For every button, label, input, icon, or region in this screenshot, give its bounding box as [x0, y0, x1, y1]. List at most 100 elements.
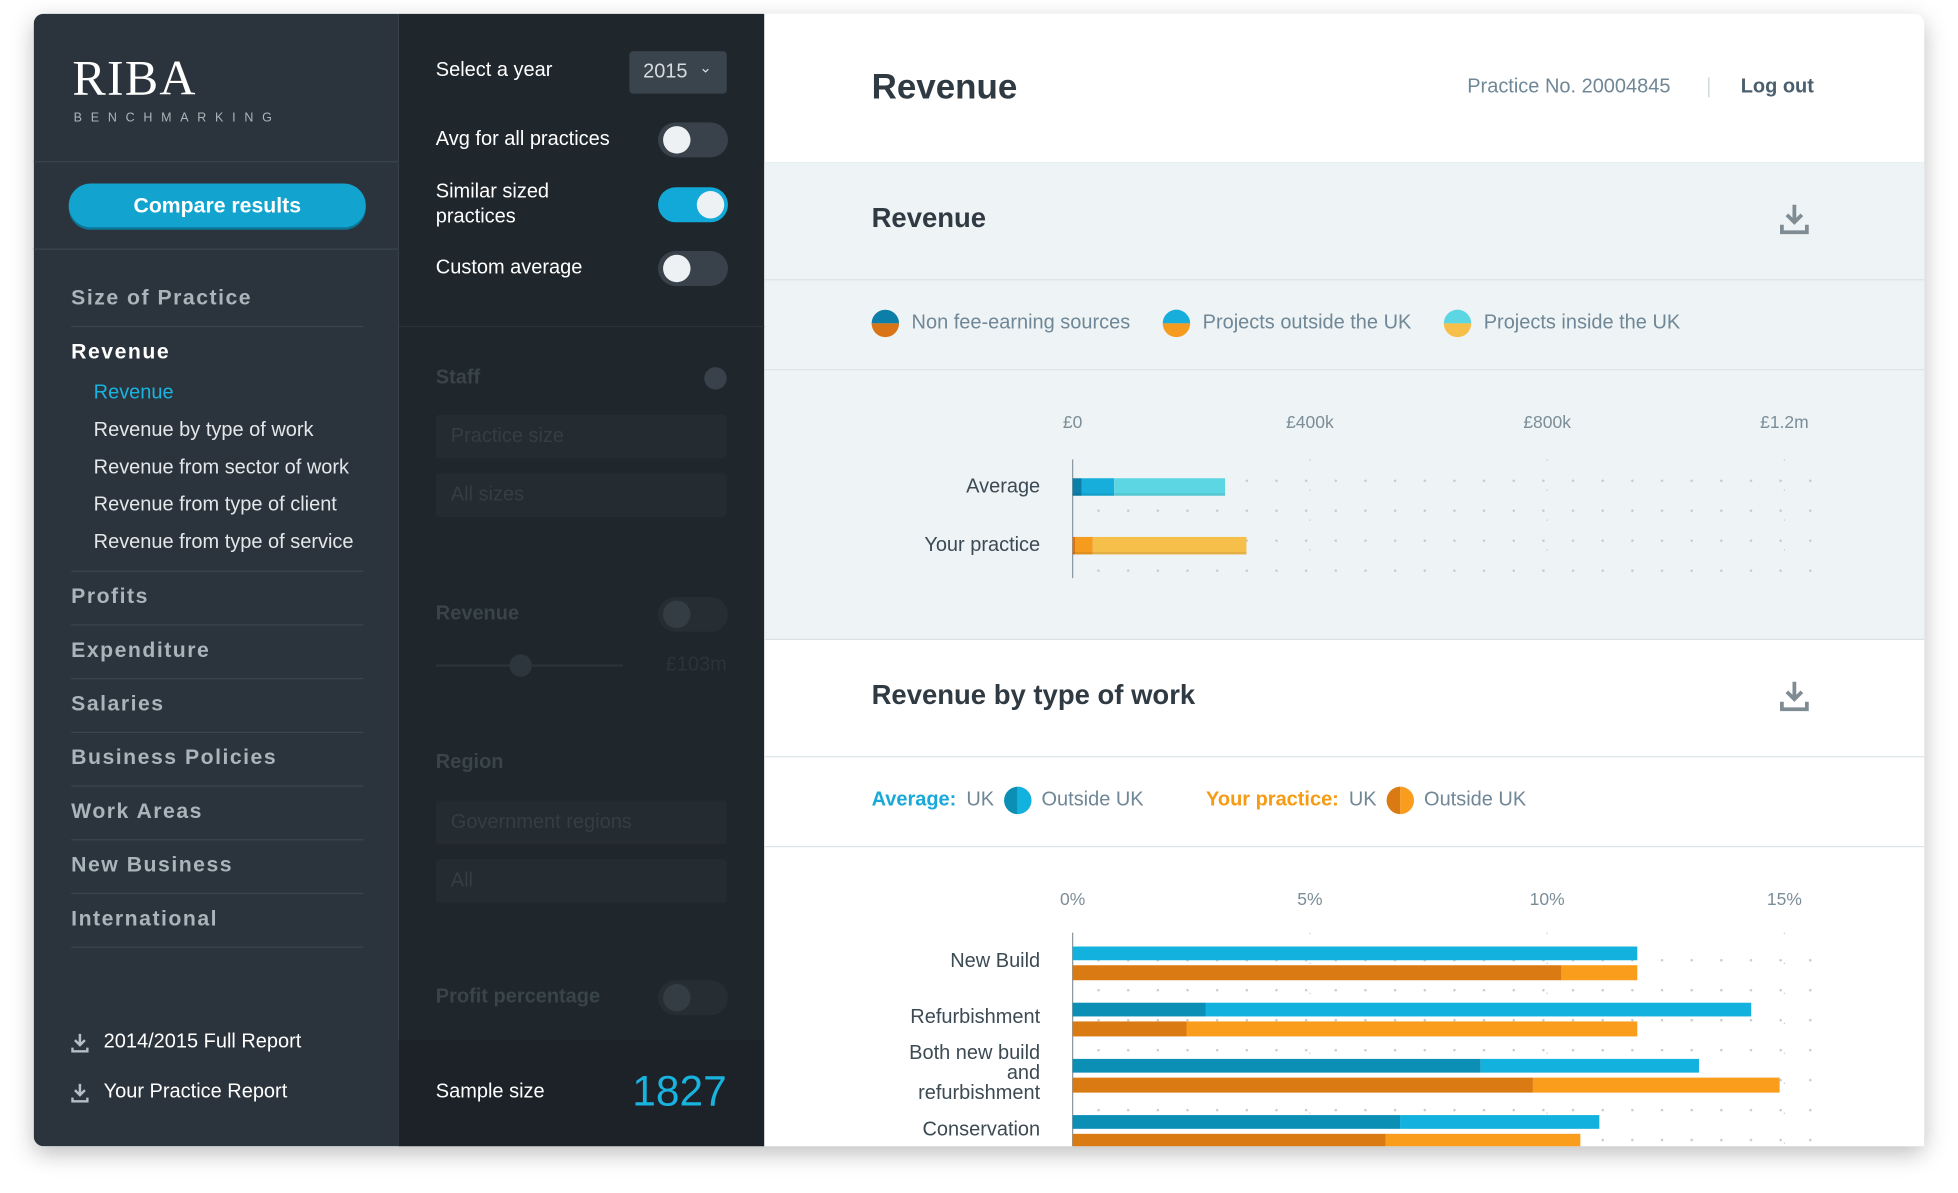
- bar-segment: [1072, 1133, 1386, 1147]
- divider: [71, 570, 364, 572]
- bar-segment: [1186, 1021, 1638, 1037]
- bar-segment: [1072, 965, 1562, 981]
- chart-title: Revenue: [872, 202, 987, 233]
- nav-item[interactable]: Revenue: [93, 382, 174, 404]
- bar-segment: [1081, 478, 1115, 496]
- toggle-knob: [663, 126, 691, 154]
- bar-segment: [1385, 1133, 1581, 1147]
- logo: RIBA: [72, 49, 197, 106]
- download-icon[interactable]: [71, 1083, 89, 1103]
- divider: [71, 678, 364, 680]
- nav-section[interactable]: Work Areas: [71, 799, 203, 823]
- year-value[interactable]: 2015: [643, 61, 688, 83]
- grid-dots: [1072, 459, 1814, 579]
- nav-item[interactable]: Revenue from sector of work: [93, 457, 350, 479]
- category-label: Both new build and refurbishment: [909, 1042, 1040, 1104]
- toggle: [658, 596, 728, 632]
- nav-item[interactable]: Revenue from type of client: [93, 494, 337, 516]
- toggle[interactable]: [658, 187, 728, 223]
- bar-segment: [1072, 1077, 1533, 1093]
- divider: [33, 248, 399, 250]
- toggle[interactable]: [658, 122, 728, 158]
- legend-label: UK: [1349, 789, 1377, 811]
- bar-segment: [1480, 1058, 1699, 1073]
- nav-section[interactable]: Profits: [71, 584, 149, 609]
- nav-section[interactable]: Expenditure: [71, 638, 211, 662]
- divider: [71, 624, 364, 626]
- legend-group: Average:: [872, 789, 957, 811]
- legend-icon: [1017, 786, 1032, 815]
- legend-label: Projects outside the UK: [1203, 312, 1412, 334]
- nav-section[interactable]: Size of Practice: [71, 285, 253, 310]
- bar-segment: [1072, 946, 1638, 961]
- info-icon: [704, 367, 727, 390]
- nav-section[interactable]: Revenue: [71, 339, 171, 364]
- nav-section[interactable]: International: [71, 906, 219, 931]
- divider: [71, 892, 364, 895]
- divider: [71, 946, 364, 948]
- x-tick-label: 0%: [1060, 889, 1085, 909]
- bar-segment: [1072, 536, 1076, 555]
- bar-shade: [1072, 493, 1226, 496]
- logout-link[interactable]: Log out: [1740, 76, 1814, 98]
- select-value: All: [450, 870, 473, 892]
- toggle-knob: [663, 983, 691, 1012]
- legend-group: Your practice:: [1206, 789, 1339, 811]
- legend-label: Outside UK: [1424, 789, 1527, 811]
- legend-icon: [1443, 323, 1472, 338]
- select: Government regions: [435, 800, 727, 845]
- toggle: [658, 980, 728, 1016]
- bar-segment: [1114, 478, 1226, 496]
- slider-value: £103m: [665, 654, 727, 676]
- nav-section[interactable]: Business Policies: [71, 745, 278, 770]
- icon: [71, 1083, 89, 1103]
- chevron: ⌄: [699, 58, 712, 77]
- category-label: Refurbishment: [910, 1006, 1040, 1028]
- legend-icon: [871, 323, 900, 338]
- download-link[interactable]: 2014/2015 Full Report: [103, 1031, 302, 1053]
- main-content: Revenue Non fee-earning sources Projects o…: [764, 162, 1925, 1147]
- nav-section[interactable]: Salaries: [71, 691, 165, 716]
- select-value: All sizes: [450, 484, 525, 506]
- download-icon[interactable]: [1780, 681, 1809, 712]
- bar-segment: [1205, 1002, 1752, 1017]
- legend-label: UK: [966, 789, 994, 811]
- slider-knob: [509, 654, 532, 677]
- sample-size: 1827: [632, 1068, 727, 1116]
- separator: [1708, 77, 1710, 98]
- download-icon[interactable]: [1780, 204, 1809, 235]
- bar-segment: [1075, 536, 1093, 555]
- download-link[interactable]: Your Practice Report: [103, 1081, 288, 1103]
- toggle-knob: [663, 254, 691, 283]
- filter-label: Staff: [435, 367, 481, 389]
- legend-label: Non fee-earning sources: [912, 312, 1131, 334]
- filter-label: Region: [435, 751, 504, 773]
- category-label: Your practice: [924, 534, 1040, 556]
- year-label: Select a year: [435, 59, 553, 82]
- toggle[interactable]: [658, 250, 728, 286]
- select-value: Practice size: [450, 425, 565, 448]
- toggle-knob: [696, 191, 725, 219]
- logo-subtitle: BENCHMARKING: [73, 111, 281, 126]
- bar-segment: [1072, 478, 1082, 496]
- legend-icon: [1443, 309, 1472, 324]
- bar-segment: [1532, 1077, 1780, 1093]
- nav-item[interactable]: Revenue by type of work: [93, 419, 314, 441]
- legend-icon: [1386, 786, 1401, 815]
- compare-button-label[interactable]: Compare results: [133, 192, 302, 217]
- year-select[interactable]: 2015 ⌄: [629, 51, 727, 94]
- x-tick-label: £1.2m: [1760, 412, 1809, 432]
- select: All sizes: [435, 473, 727, 517]
- bar-segment: [1072, 1115, 1401, 1129]
- legend-label: Projects inside the UK: [1484, 312, 1681, 334]
- select: Practice size: [435, 414, 727, 459]
- divider: [71, 839, 364, 841]
- category-label: New Build: [950, 950, 1040, 972]
- compare-button[interactable]: Compare results: [68, 183, 366, 228]
- toggle-label: Similar sized practices: [435, 181, 550, 228]
- x-tick-label: £400k: [1286, 412, 1334, 432]
- nav-section[interactable]: New Business: [71, 852, 234, 877]
- download-icon[interactable]: [71, 1033, 89, 1053]
- nav-item[interactable]: Revenue from type of service: [93, 531, 354, 554]
